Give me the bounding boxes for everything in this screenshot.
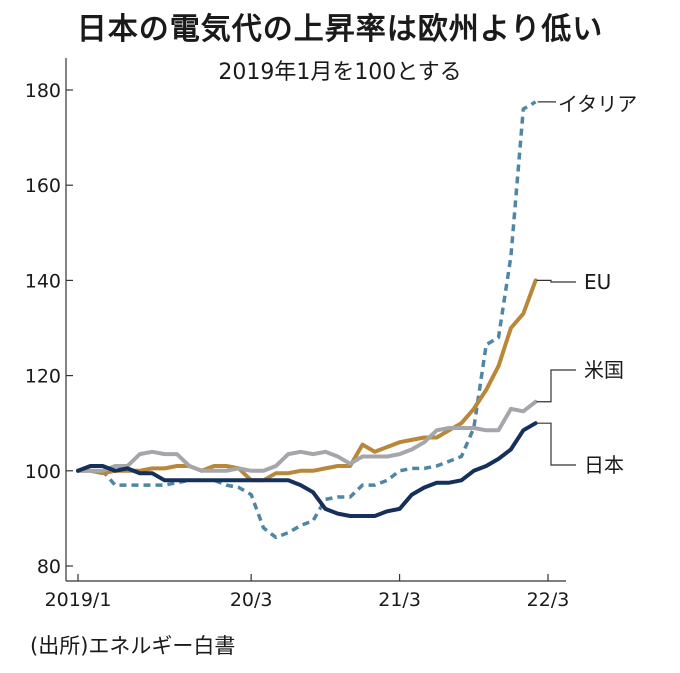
y-tick-label: 120 (25, 366, 61, 388)
leader-line (536, 369, 576, 403)
series-line-2 (76, 399, 538, 473)
leader-line (536, 422, 576, 466)
series-line-0 (78, 100, 537, 540)
series-label: EU (584, 270, 611, 294)
axes: 80 100 120 140 160 180 2019/1 20/3 21/3 22/3 (25, 58, 570, 611)
x-tick-label: 20/3 (230, 589, 273, 611)
series-lines (76, 100, 538, 540)
x-tick-label: 2019/1 (45, 589, 112, 611)
series-label: 日本 (584, 453, 624, 477)
leader-line (536, 279, 576, 283)
y-tick-label: 180 (25, 80, 61, 102)
series-label: 米国 (584, 358, 624, 382)
series-label: イタリア (558, 92, 637, 116)
x-tick-label: 21/3 (378, 589, 421, 611)
y-tick-label: 140 (25, 270, 61, 292)
y-tick-label: 100 (25, 461, 61, 483)
source-note: (出所)エネルギー白書 (30, 634, 236, 658)
chart-title: 日本の電気代の上昇率は欧州より低い (76, 12, 604, 47)
y-tick-label: 160 (25, 175, 61, 197)
chart-subtitle: 2019年1月を100とする (218, 60, 462, 85)
series-line-1 (76, 278, 538, 483)
y-tick-label: 80 (37, 556, 61, 578)
x-tick-label: 22/3 (527, 589, 570, 611)
series-line-3 (76, 421, 538, 518)
